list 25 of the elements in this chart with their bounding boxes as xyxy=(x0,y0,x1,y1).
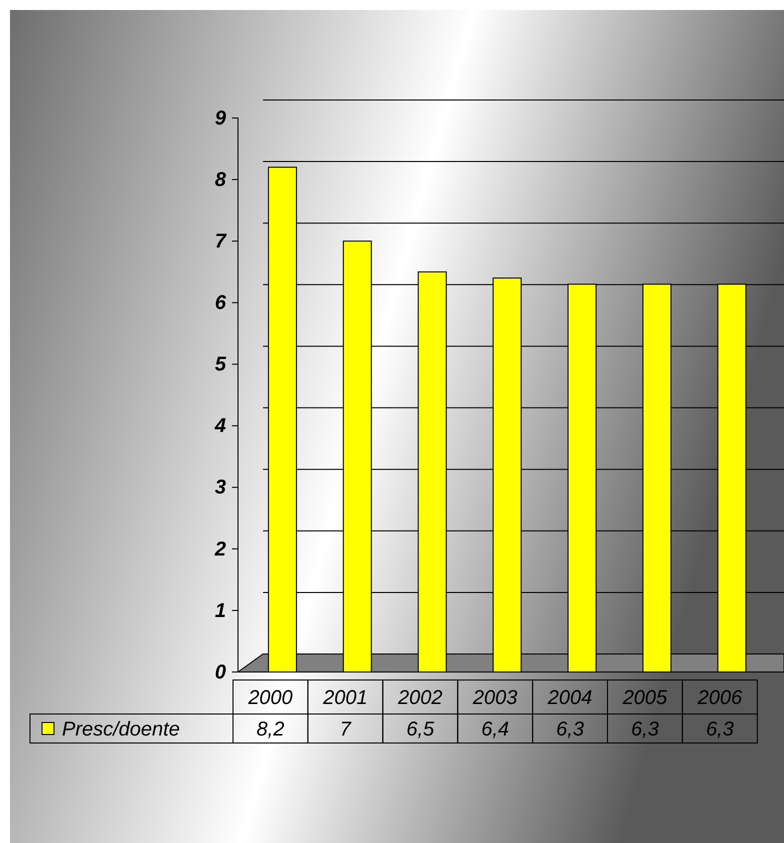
y-tick-label: 7 xyxy=(214,230,227,253)
y-tick-label: 6 xyxy=(214,292,227,314)
x-tick-label: 2004 xyxy=(546,687,592,709)
data-label: 6,3 xyxy=(556,718,584,740)
x-tick-label: 2002 xyxy=(397,687,442,709)
data-label: 6,5 xyxy=(406,718,436,740)
data-label: 7 xyxy=(340,718,352,740)
y-tick-label: 3 xyxy=(214,476,226,499)
data-label: 8,2 xyxy=(256,718,284,740)
y-tick-label: 5 xyxy=(214,354,227,376)
x-tick-label: 2003 xyxy=(472,687,518,709)
x-tick-label: 2005 xyxy=(622,687,668,709)
x-tick-label: 2001 xyxy=(322,687,368,709)
y-tick-label: 8 xyxy=(214,168,227,191)
x-tick-label: 2006 xyxy=(696,687,743,709)
data-label: 6,4 xyxy=(481,718,510,740)
y-tick-label: 4 xyxy=(214,415,226,438)
x-tick-label: 2000 xyxy=(247,687,293,709)
data-label: 6,3 xyxy=(706,718,734,740)
legend-label: Presc/doente xyxy=(62,718,180,740)
y-tick-label: 1 xyxy=(214,600,226,622)
y-tick-label: 0 xyxy=(214,661,226,684)
y-tick-label: 2 xyxy=(214,538,226,560)
data-label: 6,3 xyxy=(631,718,659,740)
y-tick-label: 9 xyxy=(214,107,227,130)
